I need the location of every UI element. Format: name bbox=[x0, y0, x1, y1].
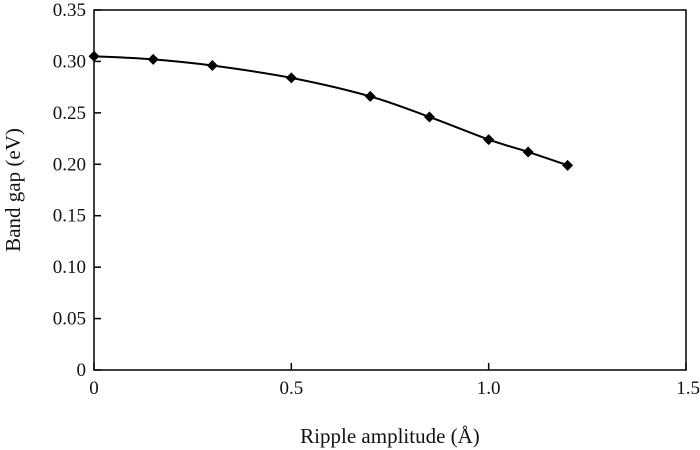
ticks-layer: 0 0.05 0.10 0.15 0.20 0.25 0.30 0.35 0 0.5 1.0 1.5 bbox=[53, 0, 700, 399]
data-point bbox=[364, 90, 376, 102]
x-tick-label: 1.0 bbox=[477, 378, 501, 399]
data-point bbox=[147, 53, 159, 65]
markers-layer bbox=[88, 50, 574, 171]
y-tick-label: 0.20 bbox=[53, 154, 86, 175]
y-tick-label: 0.25 bbox=[53, 103, 86, 124]
data-point bbox=[88, 50, 100, 62]
y-tick-label: 0 bbox=[77, 360, 87, 381]
data-point bbox=[483, 134, 495, 146]
y-tick-label: 0.15 bbox=[53, 206, 86, 227]
x-tick-label: 1.5 bbox=[676, 378, 700, 399]
y-axis-title: Band gap (eV) bbox=[1, 128, 25, 252]
y-tick-label: 0.05 bbox=[53, 309, 86, 330]
y-tick-label: 0.10 bbox=[53, 257, 86, 278]
y-tick-label: 0.35 bbox=[53, 0, 86, 21]
data-point bbox=[285, 72, 297, 84]
series-line bbox=[93, 55, 568, 167]
data-point bbox=[206, 60, 218, 72]
y-tick-label: 0.30 bbox=[53, 51, 86, 72]
x-axis-title: Ripple amplitude (Å) bbox=[300, 424, 480, 448]
x-tick-label: 0.5 bbox=[279, 378, 303, 399]
data-point bbox=[423, 111, 435, 123]
x-tick-label: 0 bbox=[89, 378, 99, 399]
plot-frame bbox=[93, 9, 687, 371]
data-point bbox=[522, 146, 534, 158]
data-point bbox=[562, 159, 574, 171]
